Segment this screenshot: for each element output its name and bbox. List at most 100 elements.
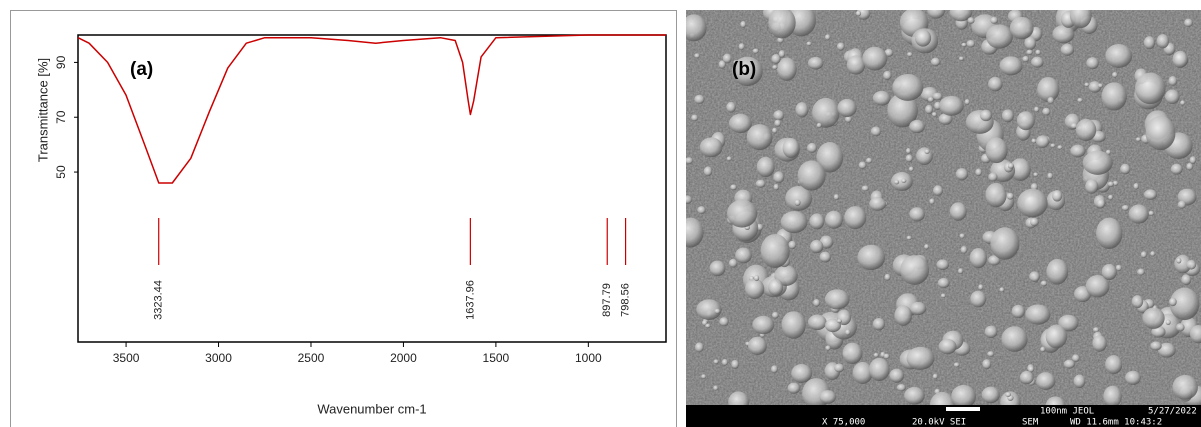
- particle: [1150, 341, 1162, 351]
- particle: [728, 113, 752, 134]
- particle: [1156, 34, 1170, 49]
- particle: [806, 142, 818, 154]
- particle: [718, 60, 726, 69]
- particle: [722, 53, 732, 64]
- particle: [813, 298, 821, 307]
- y-tick-label: 90: [54, 55, 68, 69]
- particle: [1050, 143, 1056, 148]
- particle: [686, 157, 694, 165]
- sem-texture: [686, 10, 1201, 427]
- particle: [990, 227, 1020, 260]
- particle: [1075, 118, 1097, 142]
- particle: [1103, 385, 1122, 408]
- particle: [787, 382, 801, 394]
- particle: [772, 64, 778, 70]
- x-tick-label: 1000: [575, 351, 602, 365]
- particle: [771, 53, 781, 64]
- particle: [1140, 251, 1147, 259]
- particle: [866, 157, 873, 164]
- particle: [1177, 200, 1186, 209]
- particle: [939, 95, 964, 116]
- particle: [1030, 217, 1039, 227]
- particle: [772, 127, 778, 134]
- particle: [791, 364, 813, 383]
- particle: [1105, 43, 1133, 68]
- particle: [846, 55, 866, 75]
- particle: [858, 161, 867, 170]
- plot-frame: [77, 34, 667, 343]
- particle: [794, 199, 801, 206]
- particle: [896, 383, 906, 392]
- particle: [713, 385, 719, 391]
- particle: [949, 10, 973, 22]
- particle: [904, 386, 925, 405]
- particle: [906, 346, 935, 370]
- particle: [1105, 355, 1123, 375]
- particle: [1026, 49, 1033, 55]
- particle: [1169, 297, 1177, 307]
- particle: [988, 76, 1003, 92]
- particle: [1073, 374, 1086, 389]
- particle: [1112, 180, 1119, 186]
- particle: [705, 323, 711, 329]
- particle: [834, 363, 845, 373]
- particle: [719, 317, 729, 327]
- particle: [1001, 109, 1014, 123]
- particle: [1042, 107, 1051, 116]
- particle: [731, 359, 739, 370]
- particle: [810, 239, 824, 254]
- particle: [857, 244, 886, 271]
- particle: [924, 149, 930, 154]
- x-tick-label: 2500: [298, 351, 325, 365]
- particle: [726, 199, 758, 228]
- particle: [1181, 274, 1192, 286]
- particle: [844, 206, 867, 230]
- particle: [1108, 194, 1114, 200]
- particle: [1069, 10, 1092, 29]
- particle: [694, 94, 705, 105]
- particle: [930, 57, 941, 67]
- particle: [1143, 36, 1156, 50]
- particle: [872, 90, 891, 106]
- particle: [1131, 295, 1144, 309]
- particle: [836, 318, 843, 324]
- particle: [819, 390, 837, 404]
- particle: [1005, 392, 1011, 398]
- particle: [726, 101, 736, 113]
- particle: [747, 336, 767, 355]
- particle: [701, 374, 707, 379]
- particle: [975, 168, 982, 177]
- particle: [837, 98, 857, 118]
- particle: [938, 338, 957, 355]
- particle: [967, 17, 975, 24]
- particle: [984, 325, 998, 339]
- particle: [1172, 50, 1188, 69]
- particle: [1101, 263, 1117, 281]
- particle: [773, 171, 785, 184]
- particle: [735, 247, 752, 264]
- particle: [1157, 342, 1176, 358]
- particle: [906, 235, 912, 241]
- particle: [1033, 172, 1039, 177]
- particle: [868, 357, 890, 382]
- particle: [927, 10, 946, 19]
- particle: [1115, 264, 1122, 272]
- particle: [894, 305, 912, 326]
- date: 5/27/2022: [1148, 407, 1197, 417]
- particle: [755, 179, 766, 188]
- particle: [816, 142, 844, 173]
- particle: [1170, 163, 1183, 175]
- particle: [778, 50, 786, 58]
- particle: [883, 353, 890, 360]
- particle: [932, 92, 943, 101]
- particle: [1071, 354, 1080, 362]
- particle: [1057, 145, 1063, 150]
- particle: [1027, 366, 1035, 373]
- particle: [797, 160, 826, 191]
- particle: [686, 195, 693, 204]
- particle: [732, 56, 763, 87]
- particle: [1101, 82, 1127, 111]
- particle: [691, 114, 699, 122]
- particle: [1135, 137, 1142, 142]
- x-axis-label: Wavenumber cm-1: [317, 401, 426, 416]
